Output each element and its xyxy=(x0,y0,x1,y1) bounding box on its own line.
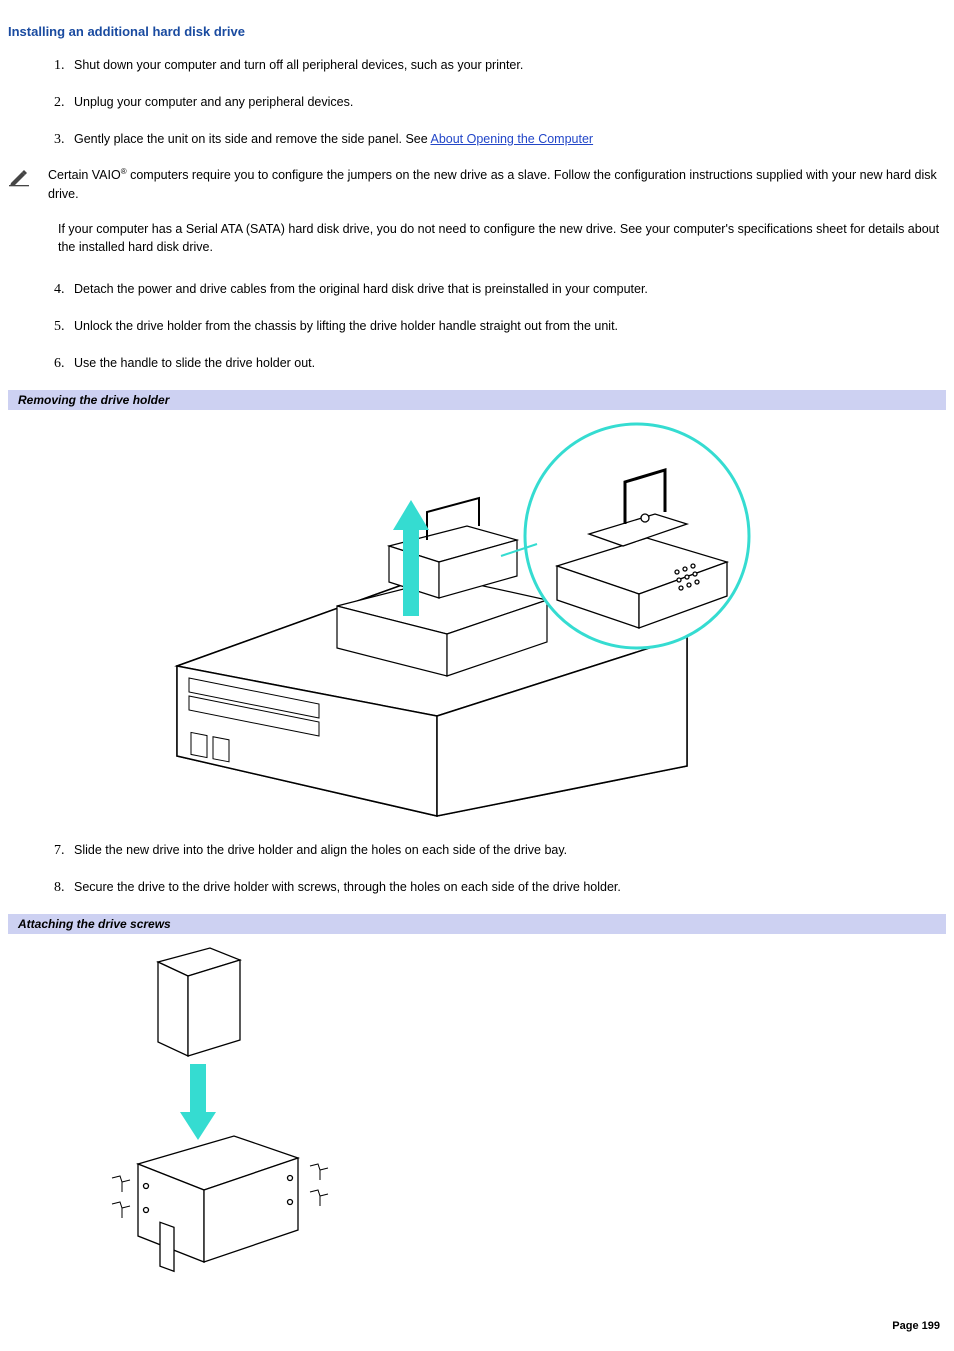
step-3-text: Gently place the unit on its side and re… xyxy=(74,132,593,146)
note-row: Certain VAIO® computers require you to c… xyxy=(8,166,946,204)
note-lead: Certain VAIO xyxy=(48,168,121,182)
step-2: Unplug your computer and any peripheral … xyxy=(68,92,946,113)
note-text: Certain VAIO® computers require you to c… xyxy=(48,166,946,204)
step-4-text: Detach the power and drive cables from t… xyxy=(74,282,648,296)
step-8-text: Secure the drive to the drive holder wit… xyxy=(74,880,621,894)
step-5: Unlock the drive holder from the chassis… xyxy=(68,316,946,337)
step-1-text: Shut down your computer and turn off all… xyxy=(74,58,523,72)
section-title: Installing an additional hard disk drive xyxy=(8,24,946,39)
step-7-text: Slide the new drive into the drive holde… xyxy=(74,843,567,857)
pencil-note-icon xyxy=(8,166,30,190)
caption-attaching: Attaching the drive screws xyxy=(8,914,946,934)
about-opening-link[interactable]: About Opening the Computer xyxy=(430,132,593,146)
step-3-pre: Gently place the unit on its side and re… xyxy=(74,132,430,146)
note-sub: If your computer has a Serial ATA (SATA)… xyxy=(58,220,946,258)
step-7: Slide the new drive into the drive holde… xyxy=(68,840,946,861)
step-2-text: Unplug your computer and any peripheral … xyxy=(74,95,353,109)
step-8: Secure the drive to the drive holder wit… xyxy=(68,877,946,898)
step-6: Use the handle to slide the drive holder… xyxy=(68,353,946,374)
caption-removing: Removing the drive holder xyxy=(8,390,946,410)
step-1: Shut down your computer and turn off all… xyxy=(68,55,946,76)
note-tail: computers require you to configure the j… xyxy=(48,168,937,201)
step-6-text: Use the handle to slide the drive holder… xyxy=(74,356,315,370)
step-4: Detach the power and drive cables from t… xyxy=(68,279,946,300)
step-5-text: Unlock the drive holder from the chassis… xyxy=(74,319,618,333)
figure-attaching-screws xyxy=(8,940,946,1280)
page-number: Page 199 xyxy=(8,1320,946,1332)
figure-removing-holder xyxy=(8,416,946,826)
step-3: Gently place the unit on its side and re… xyxy=(68,129,946,150)
